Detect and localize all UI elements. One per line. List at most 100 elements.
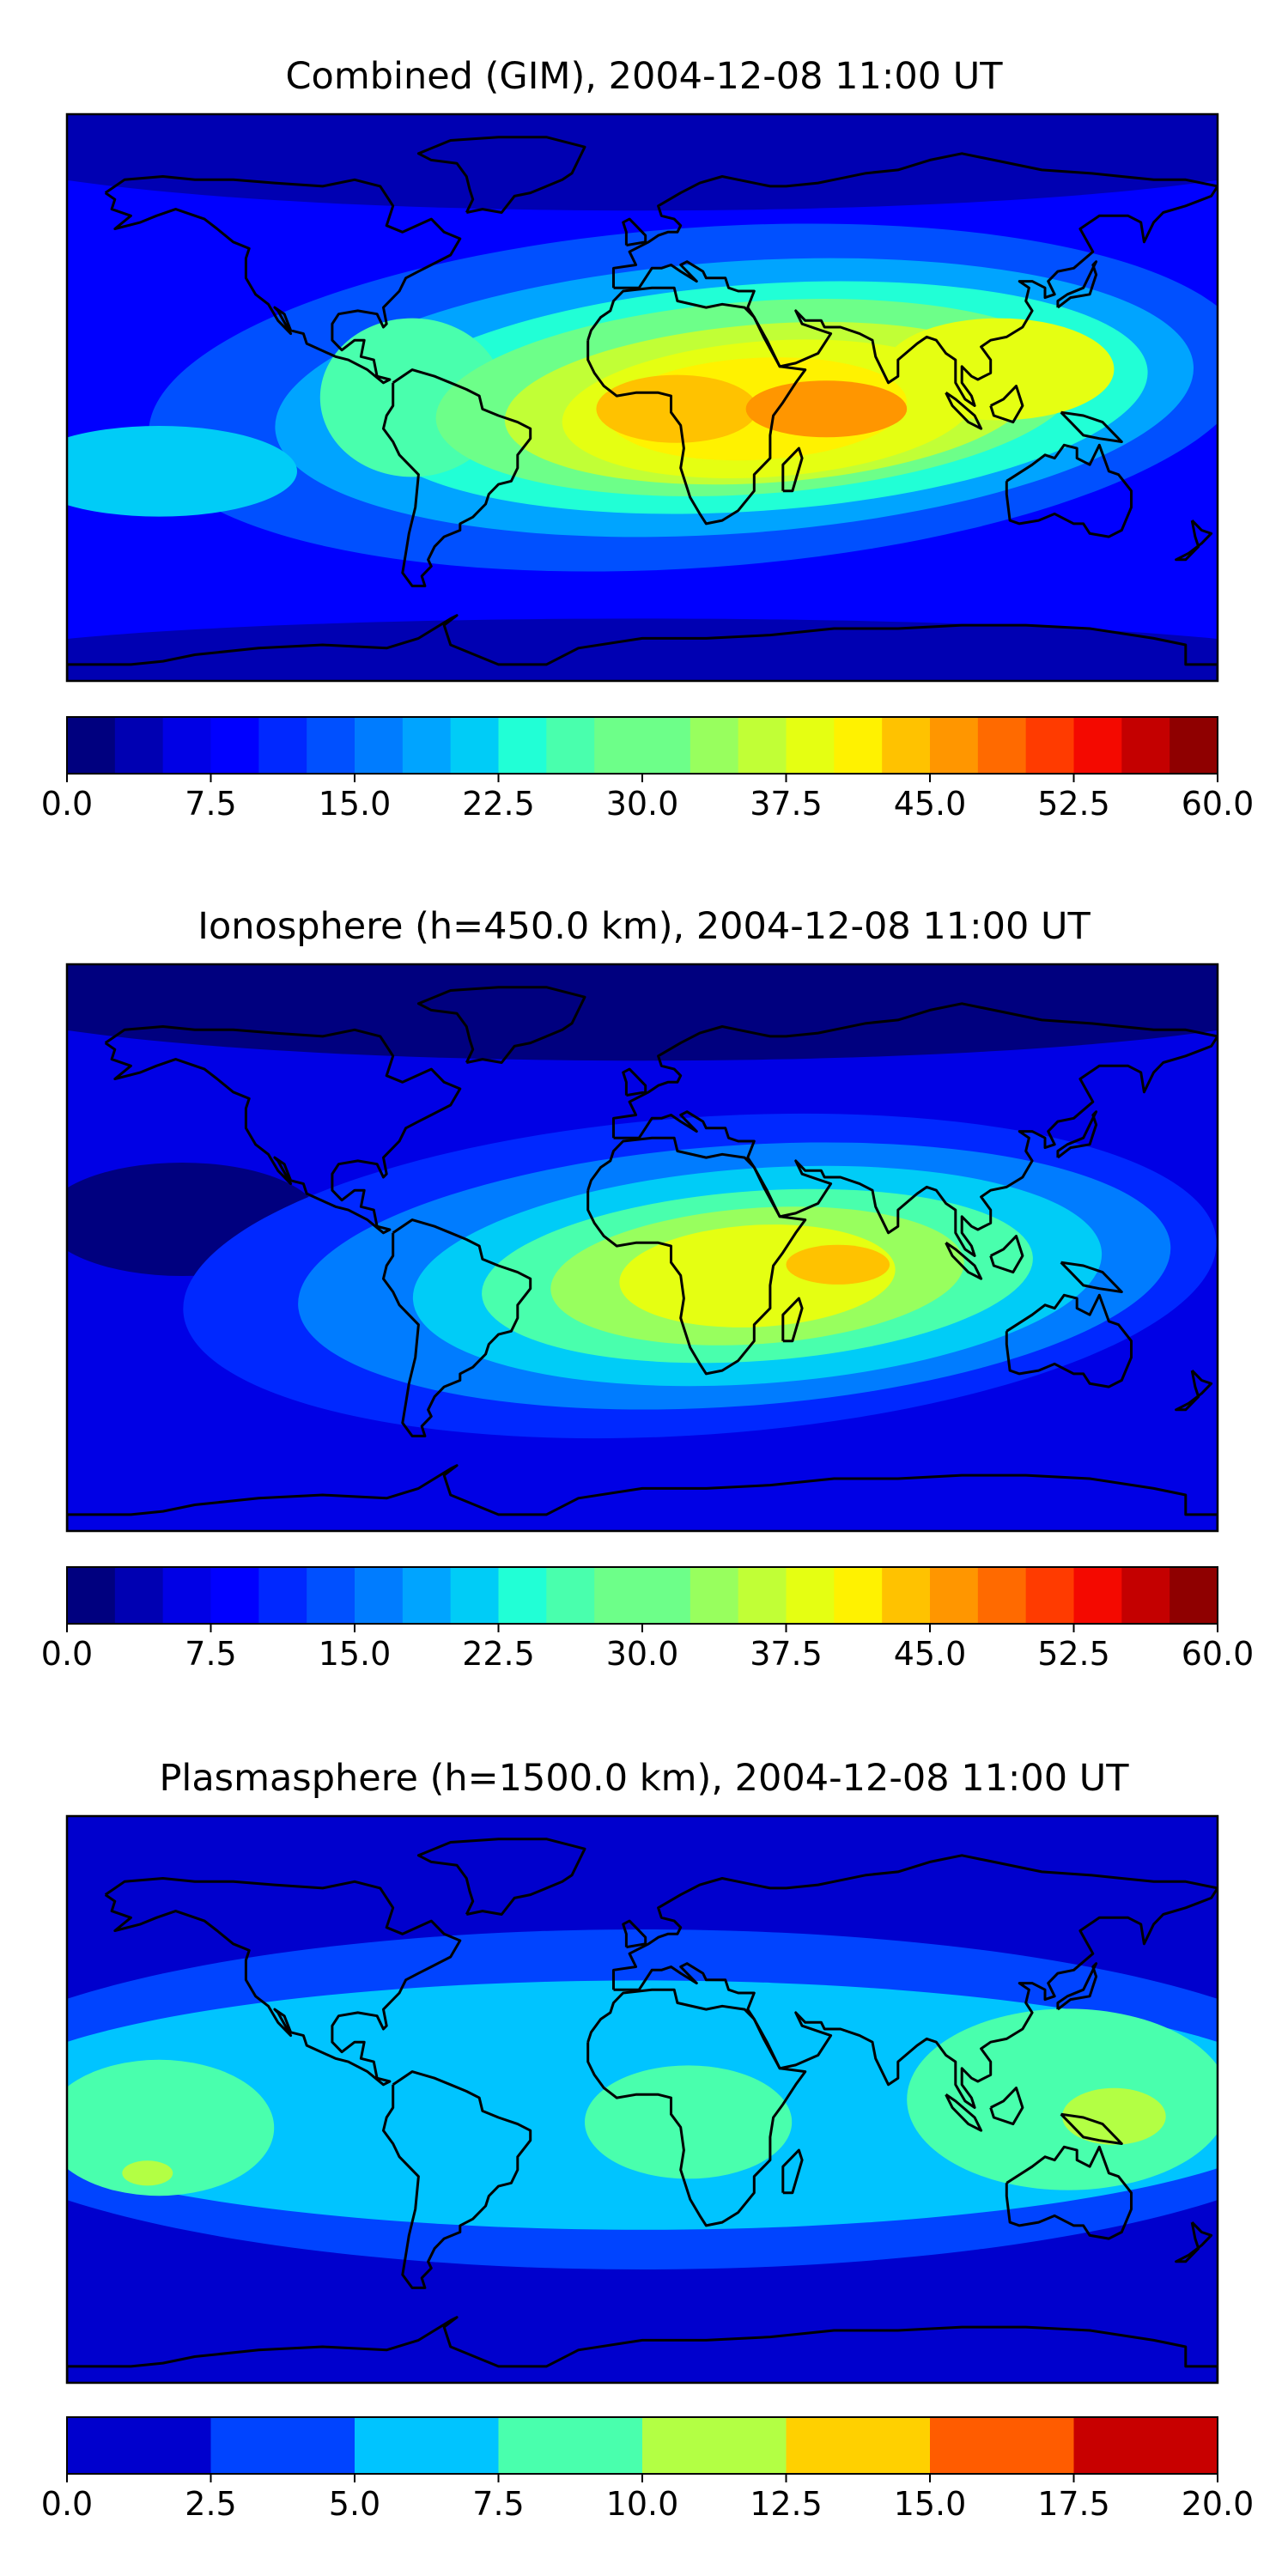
coastline-sumatra bbox=[945, 392, 983, 430]
coastline-britain bbox=[622, 1919, 647, 1949]
map-frame bbox=[65, 1814, 1219, 2385]
colorbar-segment bbox=[930, 1567, 979, 1624]
field-contour bbox=[745, 380, 908, 438]
colorbar-segment bbox=[355, 717, 404, 774]
colorbar-segment bbox=[1121, 1567, 1170, 1624]
colorbar-segment bbox=[307, 1567, 355, 1624]
field-contour bbox=[67, 964, 1218, 1061]
coastline-africa bbox=[586, 286, 807, 526]
map-frame bbox=[65, 963, 1219, 1533]
colorbar-segment bbox=[355, 2417, 500, 2474]
field-contour bbox=[786, 1244, 890, 1285]
coastline-madagascar bbox=[781, 2148, 804, 2195]
colorbar-tick-label: 60.0 bbox=[1182, 1635, 1255, 1673]
colorbar-segment bbox=[210, 2417, 355, 2474]
colorbar-segment bbox=[402, 717, 452, 774]
colorbar-segment bbox=[642, 717, 691, 774]
colorbar-tick-label: 10.0 bbox=[606, 2485, 679, 2523]
panel-title-ionosphere: Ionosphere (h=450.0 km), 2004-12-08 11:0… bbox=[197, 905, 1091, 948]
field-contour bbox=[122, 2160, 173, 2186]
coastline-borneo bbox=[989, 385, 1024, 424]
colorbar-tick-label: 0.0 bbox=[41, 2485, 93, 2523]
colorbar-segment bbox=[1170, 1567, 1218, 1624]
map-field-1 bbox=[67, 964, 1218, 1531]
colorbar-tick-label: 2.5 bbox=[185, 2485, 236, 2523]
coastline-new-zealand bbox=[1175, 2221, 1213, 2263]
field-contour bbox=[585, 2065, 793, 2179]
colorbar-tick-label: 22.5 bbox=[462, 1635, 535, 1673]
colorbar-segment bbox=[1025, 1567, 1075, 1624]
colorbar-segment bbox=[1073, 717, 1122, 774]
colorbar-2: 0.0 2.5 5.0 7.5 10.0 12.5 15.0 17.5 20.0 bbox=[41, 2416, 1255, 2523]
coastline-madagascar bbox=[781, 1297, 804, 1343]
colorbar-segment bbox=[1073, 2417, 1218, 2474]
colorbar-segment bbox=[1170, 717, 1218, 774]
field-contour bbox=[67, 2059, 275, 2196]
colorbar-tick-label: 5.0 bbox=[329, 2485, 380, 2523]
colorbar-tick-label: 15.0 bbox=[319, 1635, 392, 1673]
coastline-eurasia bbox=[612, 152, 1218, 407]
map-field-2 bbox=[67, 1816, 1218, 2383]
coastline-greenland bbox=[416, 986, 586, 1064]
colorbar-tick-label: 17.5 bbox=[1037, 2485, 1110, 2523]
colorbar-segment bbox=[786, 1567, 835, 1624]
colorbar-segment bbox=[67, 1567, 116, 1624]
coastline-greenland bbox=[416, 136, 586, 214]
colorbar-tick-label: 20.0 bbox=[1182, 2485, 1255, 2523]
field-contour bbox=[67, 618, 1218, 681]
colorbar-segment bbox=[1073, 1567, 1122, 1624]
colorbar-segment bbox=[642, 1567, 691, 1624]
coastline-north-america bbox=[104, 1025, 462, 1235]
field-contour bbox=[67, 114, 1218, 211]
map-field-0 bbox=[67, 114, 1218, 681]
coastline-new-guinea bbox=[1060, 1261, 1123, 1293]
colorbar-segment bbox=[642, 2417, 787, 2474]
colorbar-segment bbox=[930, 717, 979, 774]
coastline-new-guinea bbox=[1060, 2112, 1123, 2145]
colorbar-segment bbox=[738, 717, 787, 774]
coastline-borneo bbox=[989, 1235, 1024, 1274]
colorbar-segment bbox=[114, 1567, 164, 1624]
colorbar-segment bbox=[594, 717, 643, 774]
map-frame bbox=[65, 112, 1219, 683]
coastline-new-guinea bbox=[1060, 410, 1123, 443]
coastline-south-america bbox=[382, 1218, 532, 1437]
colorbar-segment bbox=[258, 717, 307, 774]
colorbar-segment bbox=[786, 717, 835, 774]
coastline-eurasia bbox=[612, 1854, 1218, 2109]
colorbar-segment bbox=[738, 1567, 787, 1624]
coastline-madagascar bbox=[781, 447, 804, 493]
coastline-sumatra bbox=[945, 2093, 983, 2132]
colorbar-0: 0.0 7.5 15.0 22.5 30.0 37.5 45.0 52.5 60.0 bbox=[41, 716, 1254, 823]
coastline-japan bbox=[1056, 1110, 1098, 1159]
colorbar-tick-label: 45.0 bbox=[894, 785, 967, 823]
coastline-north-america bbox=[104, 175, 462, 385]
coastline-greenland bbox=[416, 1838, 586, 1916]
coastline-north-america bbox=[104, 1877, 462, 2087]
coastline-south-america bbox=[382, 368, 532, 587]
colorbar-tick-label: 30.0 bbox=[606, 1635, 679, 1673]
colorbar-tick-label: 45.0 bbox=[894, 1635, 967, 1673]
colorbar-segment bbox=[67, 717, 116, 774]
colorbar-tick-label: 0.0 bbox=[41, 1635, 93, 1673]
colorbar-segment bbox=[67, 2417, 212, 2474]
colorbar-segment bbox=[977, 1567, 1027, 1624]
colorbar-tick-label: 30.0 bbox=[606, 785, 679, 823]
coastline-britain bbox=[622, 1067, 647, 1097]
coastline-eurasia bbox=[612, 1002, 1218, 1257]
coastline-africa bbox=[586, 1988, 807, 2227]
colorbar-segment bbox=[1121, 717, 1170, 774]
colorbar-segment bbox=[162, 1567, 212, 1624]
coastline-antarctica bbox=[67, 2316, 1218, 2383]
colorbar-segment bbox=[450, 717, 500, 774]
colorbar-segment bbox=[258, 1567, 307, 1624]
colorbar-1: 0.0 7.5 15.0 22.5 30.0 37.5 45.0 52.5 60.0 bbox=[41, 1566, 1255, 1673]
colorbar-segment bbox=[834, 1567, 883, 1624]
colorbar-segment bbox=[786, 2417, 931, 2474]
colorbar-tick-label: 7.5 bbox=[472, 2485, 524, 2523]
coastline-new-zealand bbox=[1175, 519, 1213, 562]
coastline-antarctica bbox=[67, 1464, 1218, 1531]
panel-title-plasmasphere: Plasmasphere (h=1500.0 km), 2004-12-08 1… bbox=[159, 1757, 1129, 1800]
colorbar-segment bbox=[114, 717, 164, 774]
